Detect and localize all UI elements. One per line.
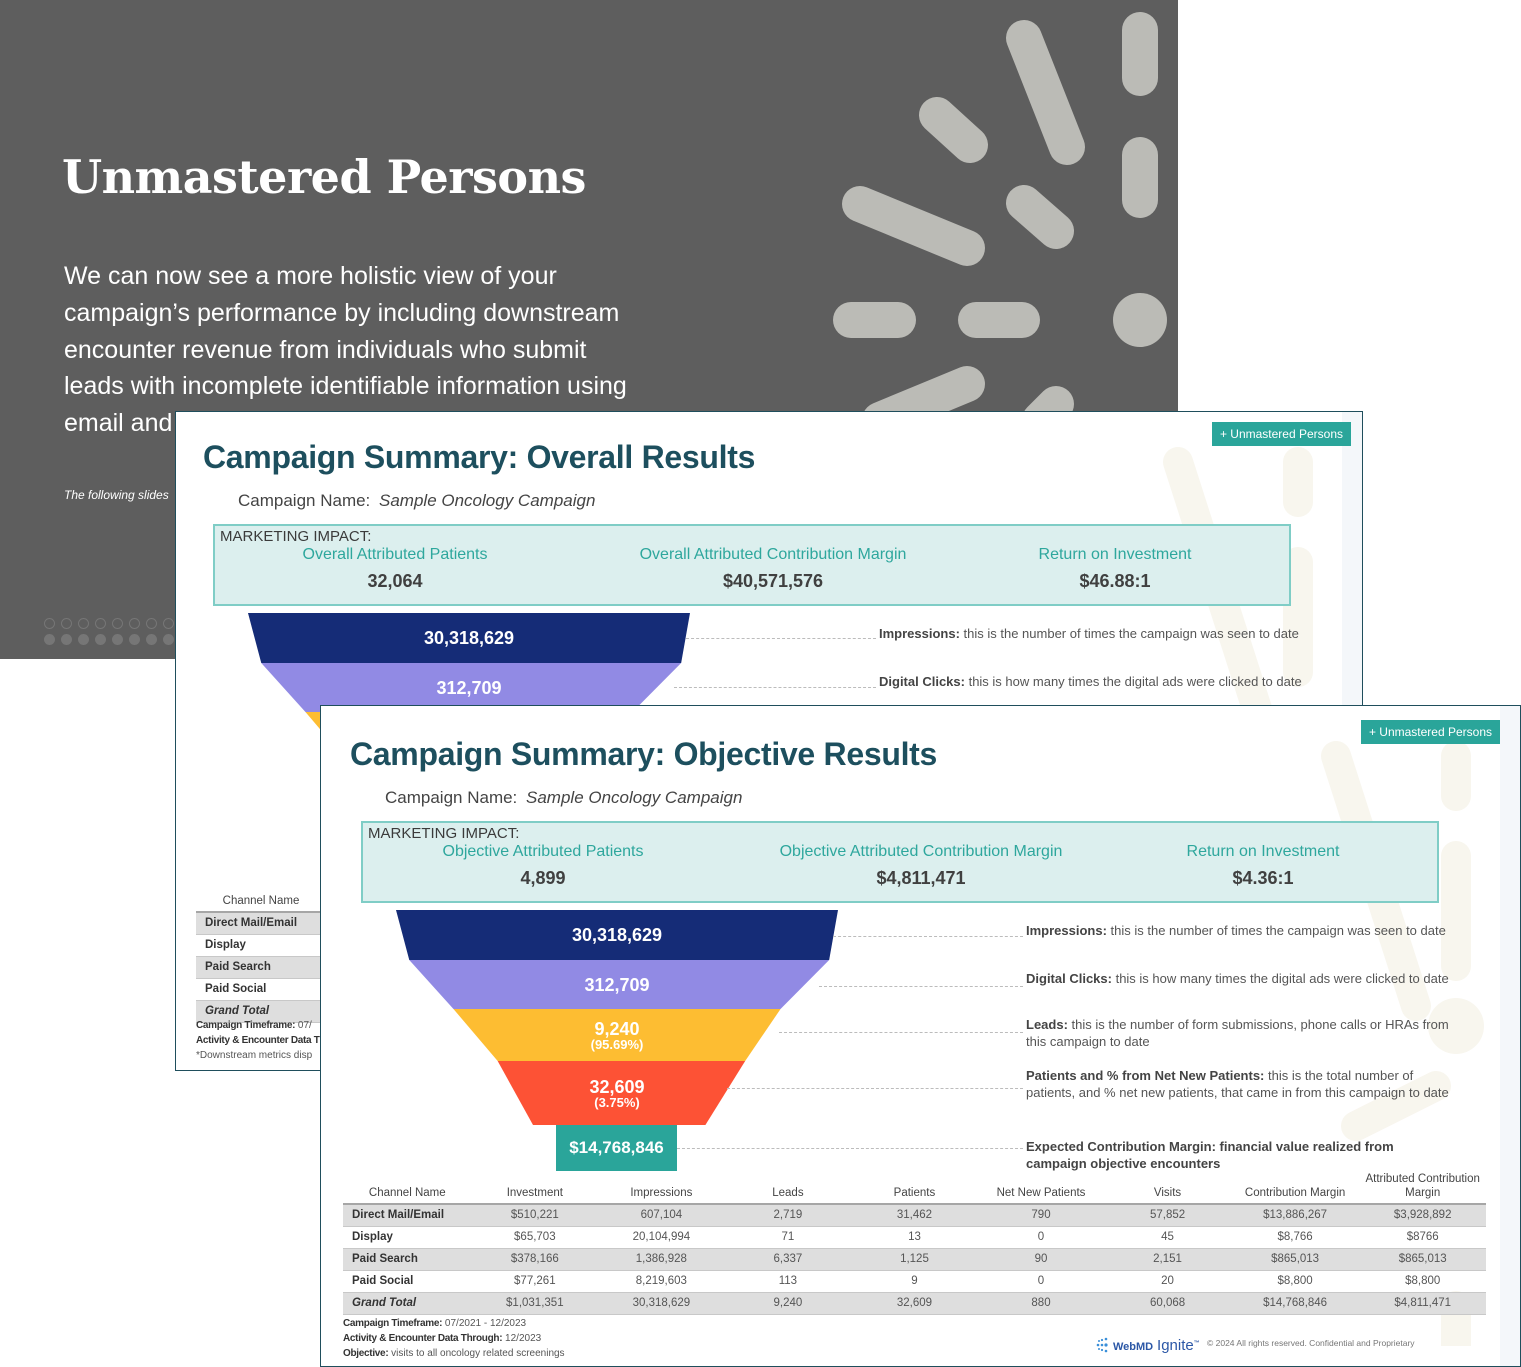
metric-value: 32,064 bbox=[367, 571, 423, 591]
metric-attributed-patients: Objective Attributed Patients 4,899 bbox=[423, 843, 663, 889]
marketing-impact-label: MARKETING IMPACT: bbox=[220, 528, 372, 545]
leader-line bbox=[833, 936, 1023, 937]
table-row: Direct Mail/Email bbox=[196, 912, 326, 935]
funnel-clicks: 312,709 bbox=[409, 960, 830, 1009]
campaign-name-label: Campaign Name: bbox=[238, 491, 371, 510]
campaign-name-value: Sample Oncology Campaign bbox=[379, 491, 596, 510]
description-impressions: Impressions: this is the number of times… bbox=[879, 626, 1299, 641]
metric-value: $4,811,471 bbox=[876, 868, 966, 888]
page-title: Campaign Summary: Objective Results bbox=[350, 736, 938, 772]
metric-attributed-patients: Overall Attributed Patients 32,064 bbox=[275, 546, 515, 592]
funnel-contribution-margin: $14,768,846 bbox=[556, 1125, 677, 1171]
burst-logo-icon bbox=[1096, 1337, 1108, 1353]
metric-label: Objective Attributed Patients bbox=[442, 843, 644, 860]
column-header: Attributed Contribution Margin bbox=[1359, 1172, 1486, 1205]
burst-logo-icon bbox=[833, 12, 1167, 420]
funnel-patients: 32,609 (3.75%) bbox=[497, 1061, 746, 1125]
table-row: Display bbox=[196, 934, 326, 957]
intro-title: Unmastered Persons bbox=[62, 150, 586, 204]
metric-label: Objective Attributed Contribution Margin bbox=[779, 843, 1063, 860]
leader-line bbox=[677, 1148, 1023, 1149]
table-row: Paid Search bbox=[196, 956, 326, 979]
description-clicks: Digital Clicks: this is how many times t… bbox=[879, 674, 1302, 689]
funnel-leads: 9,240 (95.69%) bbox=[453, 1009, 781, 1061]
column-header: Net New Patients bbox=[977, 1172, 1105, 1205]
table-header-row: Channel Name Investment Impressions Lead… bbox=[343, 1172, 1486, 1205]
footnote-data-through: Activity & Encounter Data Through: 12/20… bbox=[343, 1333, 542, 1344]
table-row: Paid Social bbox=[196, 978, 326, 1001]
metric-roi: Return on Investment $46.88:1 bbox=[1015, 546, 1215, 592]
campaign-name: Campaign Name: Sample Oncology Campaign bbox=[385, 788, 742, 808]
channel-table: Channel Name Investment Impressions Lead… bbox=[343, 1172, 1486, 1315]
table-row: Paid Search $378,166 1,386,928 6,337 1,125 90… bbox=[343, 1248, 1486, 1271]
intro-body-line: encounter revenue from individuals who s… bbox=[64, 335, 587, 364]
campaign-name-value: Sample Oncology Campaign bbox=[526, 788, 743, 807]
marketing-impact-label: MARKETING IMPACT: bbox=[368, 825, 520, 842]
description-impressions: Impressions: this is the number of times… bbox=[1026, 923, 1446, 938]
metric-label: Overall Attributed Patients bbox=[302, 546, 488, 563]
footnotes: Campaign Timeframe: 07/ Activity & Encou… bbox=[196, 1020, 320, 1061]
column-header: Channel Name bbox=[343, 1172, 472, 1205]
metric-label: Overall Attributed Contribution Margin bbox=[639, 546, 907, 563]
column-header: Patients bbox=[851, 1172, 978, 1205]
description-clicks: Digital Clicks: this is how many times t… bbox=[1026, 971, 1449, 986]
channel-table: Channel Name Direct Mail/Email Display P… bbox=[196, 882, 326, 1023]
metric-value: 4,899 bbox=[520, 868, 566, 888]
unmastered-persons-tag[interactable]: + Unmastered Persons bbox=[1211, 422, 1351, 446]
metric-value: $4.36:1 bbox=[1232, 868, 1294, 888]
intro-note: The following slides bbox=[64, 488, 169, 502]
unmastered-persons-tag[interactable]: + Unmastered Persons bbox=[1360, 720, 1500, 744]
copyright-text: © 2024 All rights reserved. Confidential… bbox=[1207, 1338, 1415, 1348]
metric-label: Return on Investment bbox=[1038, 546, 1192, 563]
table-row: Display $65,703 20,104,994 71 13 0 45 $8,766 $87… bbox=[343, 1226, 1486, 1249]
column-header: Visits bbox=[1104, 1172, 1231, 1205]
table-row: Paid Social $77,261 8,219,603 113 9 0 20 $8,800… bbox=[343, 1270, 1486, 1293]
funnel-chart: 30,318,629 312,709 9,240 (95.69%) 32,609(… bbox=[396, 910, 838, 1172]
metric-value: $40,571,576 bbox=[722, 571, 824, 591]
funnel-impressions: 30,318,629 bbox=[248, 613, 690, 663]
intro-body-line: leads with incomplete identifiable infor… bbox=[64, 372, 627, 401]
leader-line bbox=[779, 1032, 1023, 1033]
background-burst-icon bbox=[1321, 741, 1484, 1346]
leader-line bbox=[686, 638, 876, 639]
description-contribution-margin: Expected Contribution Margin: financial … bbox=[1026, 1139, 1394, 1171]
description-leads: Leads: this is the number of form submis… bbox=[1026, 1017, 1449, 1049]
footnotes: Campaign Timeframe: 07/2021 - 12/2023 Ac… bbox=[343, 1316, 565, 1361]
footnote-timeframe: Campaign Timeframe: 07/2021 - 12/2023 bbox=[343, 1318, 527, 1329]
metric-value: $46.88:1 bbox=[1079, 571, 1151, 591]
metric-roi: Return on Investment $4.36:1 bbox=[1163, 843, 1363, 889]
metric-contribution-margin: Objective Attributed Contribution Margin… bbox=[751, 843, 1091, 889]
intro-body-line: email and bbox=[64, 409, 173, 438]
campaign-name-label: Campaign Name: bbox=[385, 788, 518, 807]
column-header: Impressions bbox=[598, 1172, 725, 1205]
column-header: Contribution Margin bbox=[1230, 1172, 1360, 1205]
leader-line bbox=[674, 687, 876, 688]
column-header: Leads bbox=[724, 1172, 852, 1205]
table-row: Direct Mail/Email $510,221 607,104 2,719 31,… bbox=[343, 1204, 1486, 1227]
leader-line bbox=[727, 1088, 1023, 1089]
intro-body-line: campaign’s performance by including down… bbox=[64, 298, 620, 327]
intro-body: We can now see a more holistic view of y… bbox=[64, 258, 704, 442]
funnel-clicks: 312,709 bbox=[261, 663, 682, 712]
intro-body-line: We can now see a more holistic view of y… bbox=[64, 262, 557, 290]
campaign-name: Campaign Name: Sample Oncology Campaign bbox=[238, 491, 595, 511]
column-header: Investment bbox=[471, 1172, 599, 1205]
table-row: Grand Total bbox=[196, 1000, 326, 1023]
column-header: Channel Name bbox=[196, 882, 326, 913]
webmd-ignite-logo: WebMD Ignite™ bbox=[1095, 1336, 1200, 1354]
marketing-impact-panel: MARKETING IMPACT: Overall Attributed Pat… bbox=[213, 524, 1291, 606]
metric-contribution-margin: Overall Attributed Contribution Margin $… bbox=[603, 546, 943, 592]
page-title: Campaign Summary: Overall Results bbox=[203, 439, 756, 475]
funnel-impressions: 30,318,629 bbox=[396, 910, 838, 960]
table-row-grand-total: Grand Total $1,031,351 30,318,629 9,240 32,6… bbox=[343, 1292, 1486, 1315]
footnote-objective: Objective: visits to all oncology relate… bbox=[343, 1348, 565, 1359]
objective-results-slide: + Unmastered Persons Campaign Summary: O… bbox=[320, 705, 1521, 1367]
leader-line bbox=[819, 986, 1023, 987]
description-patients: Patients and % from Net New Patients: th… bbox=[1026, 1068, 1449, 1100]
marketing-impact-panel: MARKETING IMPACT: Objective Attributed P… bbox=[361, 821, 1439, 903]
metric-label: Return on Investment bbox=[1186, 843, 1340, 860]
